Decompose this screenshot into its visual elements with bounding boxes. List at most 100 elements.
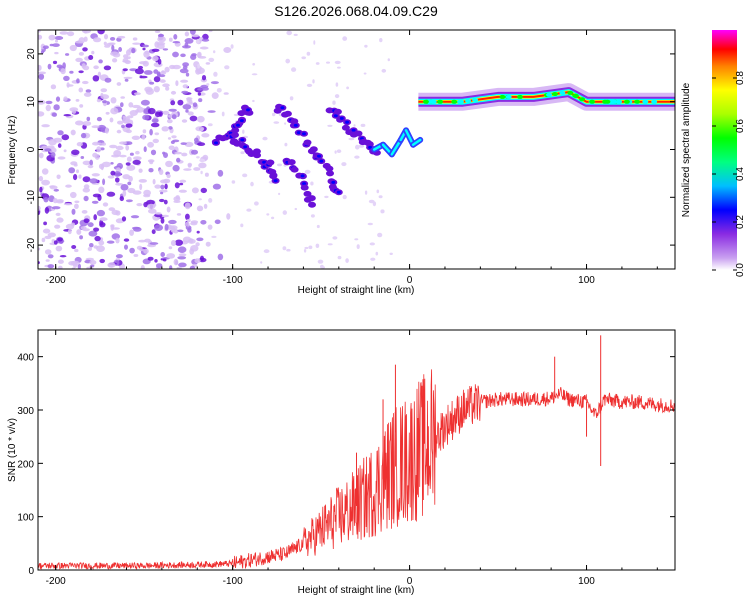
noise-blob — [99, 258, 105, 264]
noise-blob — [111, 227, 120, 230]
noise-blob — [124, 60, 131, 65]
noise-blob — [316, 224, 320, 229]
noise-blob — [186, 102, 195, 105]
noise-blob — [54, 51, 59, 55]
noise-blob — [190, 30, 196, 35]
signal-blob — [309, 146, 318, 153]
noise-blob — [159, 198, 165, 203]
signal-blob — [283, 110, 292, 117]
noise-blob — [106, 191, 116, 197]
noise-blob — [191, 187, 199, 194]
noise-blob — [348, 137, 355, 141]
noise-blob — [53, 188, 59, 192]
noise-blob — [41, 168, 49, 175]
noise-blob — [82, 187, 91, 193]
signal-blob — [240, 138, 245, 142]
noise-blob — [70, 129, 76, 136]
noise-blob — [117, 35, 126, 39]
noise-blob — [70, 222, 76, 227]
noise-blob — [216, 88, 222, 93]
noise-blob — [56, 64, 63, 69]
noise-blob — [38, 73, 45, 80]
noise-blob — [162, 48, 169, 51]
signal-blob — [333, 114, 338, 118]
noise-blob — [149, 128, 153, 136]
noise-blob — [202, 33, 209, 41]
noise-blob — [110, 51, 119, 57]
snr-frame — [37, 329, 676, 571]
noise-blob — [97, 30, 105, 35]
noise-blob — [184, 141, 194, 147]
y-tick-label: -20 — [26, 237, 37, 252]
noise-blob — [71, 208, 76, 215]
noise-blob — [242, 129, 245, 134]
noise-blob — [211, 235, 217, 238]
spectrogram-y-label: Frequency (Hz) — [7, 116, 18, 185]
noise-blob — [177, 229, 184, 233]
noise-blob — [136, 203, 143, 207]
noise-blob — [131, 226, 141, 230]
y-tick-label: 100 — [17, 513, 34, 524]
noise-blob — [87, 246, 93, 251]
noise-blob — [190, 221, 198, 226]
noise-blob — [142, 129, 147, 134]
signal-blob — [331, 180, 336, 184]
noise-blob — [55, 245, 63, 252]
y-tick-label: 300 — [17, 406, 34, 417]
noise-blob — [163, 199, 168, 205]
noise-blob — [112, 58, 118, 63]
noise-blob — [172, 64, 181, 70]
noise-blob — [165, 86, 170, 91]
noise-blob — [201, 38, 210, 42]
noise-blob — [198, 98, 203, 103]
noise-blob — [327, 124, 333, 127]
noise-blob — [303, 249, 307, 253]
noise-blob — [63, 96, 68, 101]
noise-blob — [139, 183, 143, 191]
noise-blob — [105, 111, 110, 115]
colorbar: 0.0 0.2 0.4 0.6 0.8 Normalized spectral ampl… — [681, 30, 746, 277]
noise-blob — [246, 208, 252, 212]
noise-blob — [174, 182, 180, 189]
spectrogram-x-ticks: -200 -100 0 100 — [46, 30, 658, 286]
noise-blob — [204, 172, 209, 177]
noise-blob — [51, 112, 58, 117]
noise-blob — [91, 173, 100, 177]
signal-blob — [307, 195, 316, 202]
noise-blob — [87, 222, 94, 228]
noise-blob — [75, 99, 80, 102]
noise-blob — [93, 65, 99, 70]
noise-blob — [44, 148, 52, 152]
noise-blob — [56, 199, 64, 203]
noise-blob — [125, 199, 133, 203]
noise-blob — [189, 238, 194, 244]
signal-blob — [345, 120, 350, 124]
noise-blob — [157, 33, 165, 38]
tone-blob — [422, 99, 429, 104]
noise-blob — [132, 190, 142, 195]
snr-y-label: SNR (10 * v/v) — [7, 418, 18, 482]
noise-blob — [164, 223, 169, 231]
signal-blob — [302, 182, 307, 186]
noise-blob — [306, 83, 313, 87]
tone-blob — [451, 99, 458, 104]
snr-marks — [38, 335, 675, 570]
noise-blob — [50, 152, 56, 158]
colorbar-tick-label: 0.8 — [735, 71, 746, 85]
noise-blob — [107, 262, 116, 268]
noise-blob — [103, 41, 107, 46]
noise-blob — [115, 237, 120, 244]
noise-blob — [308, 245, 313, 250]
noise-blob — [76, 229, 82, 235]
noise-blob — [93, 37, 102, 43]
noise-blob — [97, 71, 102, 78]
noise-blob — [184, 221, 190, 227]
noise-blob — [161, 214, 169, 218]
noise-blob — [139, 75, 148, 79]
snr-y-ticks: 0 100 200 300 400 — [17, 353, 675, 577]
noise-blob — [135, 150, 140, 155]
noise-blob — [47, 264, 55, 269]
noise-blob — [82, 160, 91, 166]
noise-blob — [160, 70, 167, 75]
noise-blob — [187, 163, 192, 168]
